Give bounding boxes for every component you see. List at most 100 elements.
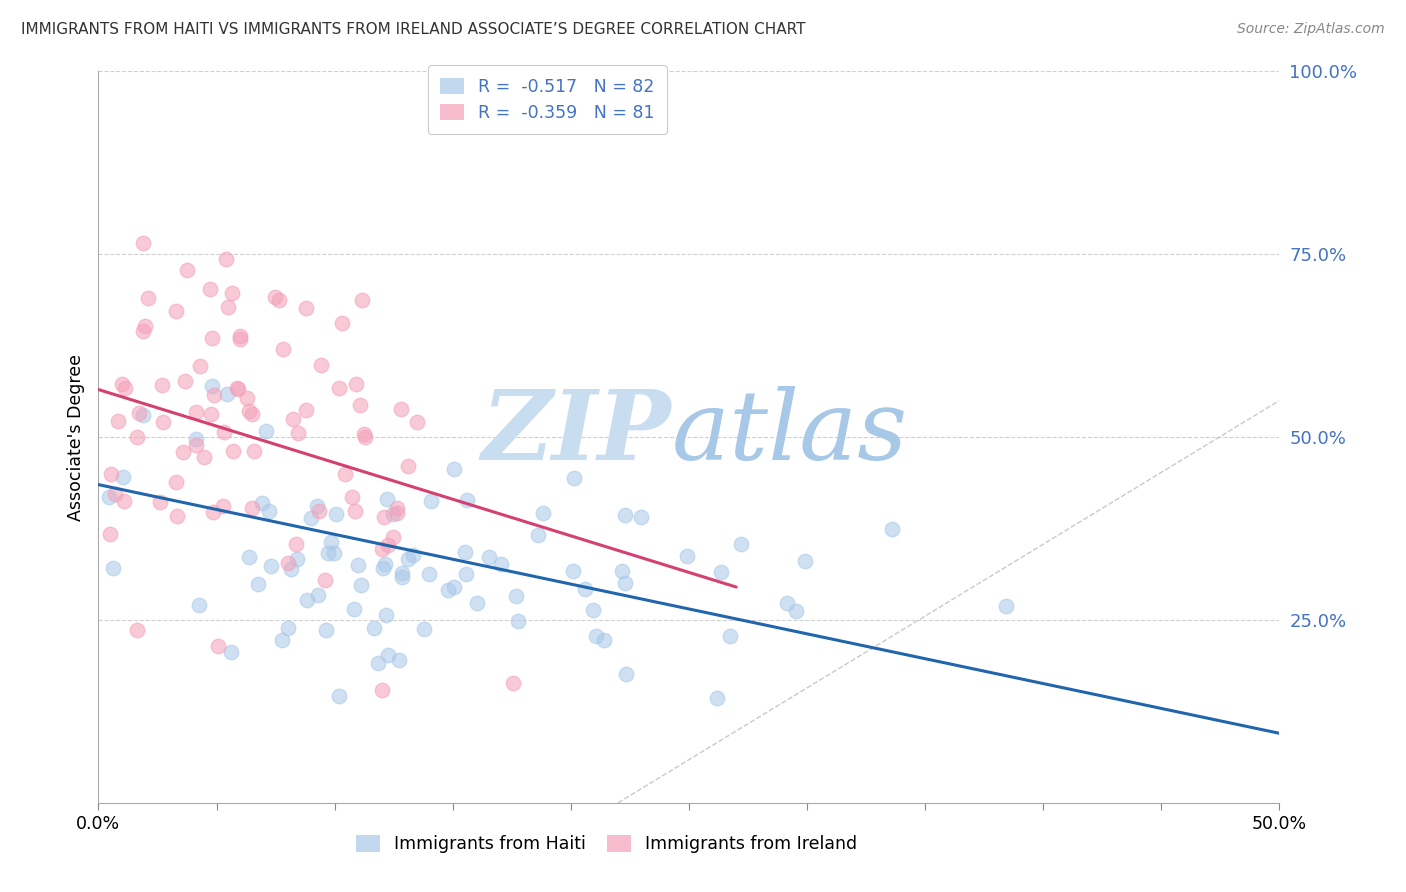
Point (323, 546, 346, 560)
Point (465, 596, 488, 610)
Point (260, 559, 283, 574)
Point (98, 527, 121, 541)
Point (226, 382, 249, 396)
Text: ZIP: ZIP (482, 386, 671, 481)
Point (385, 501, 408, 516)
Point (593, 632, 616, 647)
Point (353, 427, 375, 442)
Point (150, 378, 173, 392)
Point (610, 564, 633, 578)
Point (100, 467, 122, 481)
Point (267, 293, 290, 307)
Point (333, 467, 356, 481)
Point (344, 504, 367, 518)
Point (391, 566, 413, 581)
Point (377, 648, 399, 662)
Point (165, 303, 187, 318)
Point (316, 546, 339, 560)
Point (396, 459, 419, 474)
Point (502, 676, 524, 690)
Point (200, 407, 222, 421)
Point (165, 475, 187, 489)
Point (201, 379, 224, 393)
Point (132, 324, 155, 338)
Point (104, 487, 127, 501)
Point (299, 511, 322, 525)
Point (212, 425, 235, 439)
Point (270, 633, 292, 648)
Legend: Immigrants from Haiti, Immigrants from Ireland: Immigrants from Haiti, Immigrants from I… (346, 824, 868, 863)
Point (238, 404, 260, 418)
Point (229, 329, 252, 343)
Point (330, 316, 353, 330)
Point (506, 615, 529, 629)
Point (240, 407, 263, 421)
Point (112, 494, 135, 508)
Text: IMMIGRANTS FROM HAITI VS IMMIGRANTS FROM IRELAND ASSOCIATE’S DEGREE CORRELATION : IMMIGRANTS FROM HAITI VS IMMIGRANTS FROM… (21, 22, 806, 37)
Point (307, 588, 329, 602)
Point (437, 583, 460, 598)
Point (350, 293, 373, 307)
Point (305, 499, 328, 513)
Point (350, 578, 373, 592)
Point (277, 556, 299, 570)
Point (370, 542, 392, 557)
Point (353, 430, 375, 444)
Point (201, 331, 224, 345)
Point (995, 599, 1018, 613)
Point (614, 575, 637, 590)
Point (134, 319, 156, 334)
Point (281, 411, 304, 425)
Point (710, 565, 733, 579)
Point (531, 506, 554, 520)
Point (202, 505, 225, 519)
Point (107, 414, 129, 428)
Point (166, 509, 188, 524)
Point (184, 432, 207, 446)
Point (328, 381, 350, 395)
Point (367, 656, 389, 670)
Point (388, 653, 411, 667)
Point (211, 499, 233, 513)
Point (132, 408, 155, 422)
Point (297, 592, 319, 607)
Point (215, 387, 238, 401)
Point (173, 445, 195, 459)
Point (250, 496, 273, 510)
Point (402, 548, 425, 562)
Point (443, 580, 465, 594)
Point (527, 528, 550, 542)
Point (176, 263, 198, 277)
Text: Source: ZipAtlas.com: Source: ZipAtlas.com (1237, 22, 1385, 37)
Point (311, 358, 333, 372)
Point (373, 510, 395, 524)
Point (240, 501, 263, 516)
Point (315, 624, 337, 638)
Point (215, 252, 238, 266)
Point (271, 343, 294, 357)
Point (882, 523, 904, 537)
Point (254, 424, 277, 438)
Point (131, 235, 153, 250)
Point (776, 595, 799, 609)
Point (236, 391, 259, 405)
Point (243, 444, 266, 458)
Point (111, 377, 134, 392)
Point (114, 381, 136, 395)
Point (221, 444, 243, 458)
Point (730, 537, 752, 551)
Point (257, 504, 280, 518)
Point (574, 582, 596, 596)
Y-axis label: Associate's Degree: Associate's Degree (66, 353, 84, 521)
Point (391, 570, 413, 584)
Point (193, 450, 215, 464)
Point (562, 564, 585, 578)
Point (614, 666, 637, 681)
Point (97, 490, 120, 504)
Point (505, 589, 527, 603)
Point (478, 550, 501, 565)
Text: atlas: atlas (671, 386, 907, 481)
Point (443, 462, 465, 476)
Point (706, 690, 728, 705)
Point (280, 562, 302, 576)
